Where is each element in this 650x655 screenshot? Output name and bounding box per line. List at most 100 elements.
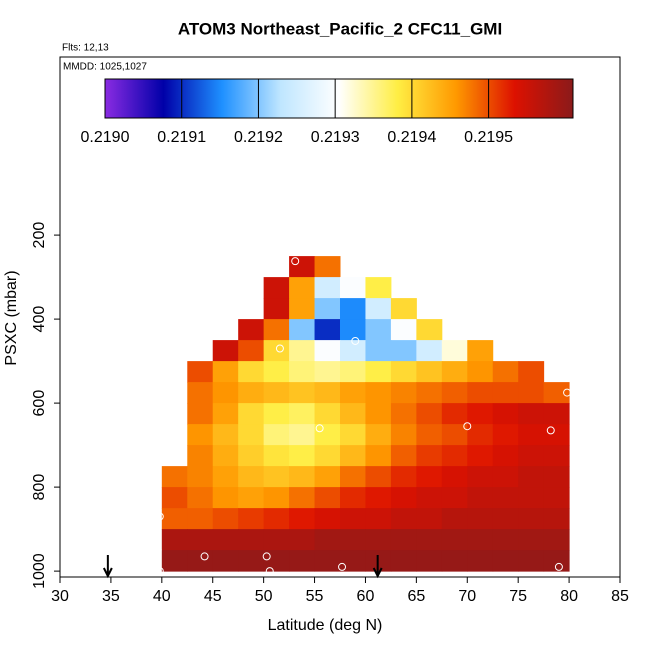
heat-cell <box>289 277 316 299</box>
heat-cell <box>314 508 341 530</box>
heat-cell <box>314 382 341 404</box>
heat-cell <box>467 466 494 488</box>
x-tick-label: 30 <box>51 588 69 605</box>
heat-cell <box>263 340 290 362</box>
annotation: MMDD: 1025,1027 <box>63 62 147 73</box>
heat-cell <box>289 298 316 320</box>
heat-cell <box>416 424 443 446</box>
heat-cell <box>518 550 545 572</box>
heat-cell <box>365 466 392 488</box>
colorbar-tick-label: 0.2191 <box>157 129 206 146</box>
colorbar-tick-label: 0.2192 <box>234 129 283 146</box>
heat-cell <box>340 466 366 488</box>
heat-cell <box>340 340 366 362</box>
heat-cell <box>543 466 570 488</box>
x-tick-label: 65 <box>407 588 425 605</box>
heat-cell <box>441 424 468 446</box>
heat-cell <box>212 424 239 446</box>
plot-frame <box>59 56 621 578</box>
heat-cell <box>441 403 468 425</box>
heat-cell <box>187 382 214 404</box>
sample-point <box>338 562 347 571</box>
heat-cell <box>416 340 443 362</box>
heat-cell <box>390 319 417 341</box>
heat-cell <box>543 424 570 446</box>
heat-cell <box>314 403 341 425</box>
heat-cell <box>441 445 468 467</box>
heat-cell <box>238 529 265 551</box>
sample-point <box>554 562 563 571</box>
sample-point <box>291 257 300 266</box>
heat-cell <box>263 529 290 551</box>
heat-cell <box>467 508 494 530</box>
x-tick-label: 60 <box>357 588 375 605</box>
heat-cell <box>467 403 494 425</box>
heat-cell <box>492 529 519 551</box>
heat-cell <box>340 529 366 551</box>
sample-point <box>275 344 284 353</box>
heat-cell <box>314 319 341 341</box>
heat-cell <box>390 445 417 467</box>
heat-cell <box>365 445 392 467</box>
x-tick-label: 85 <box>611 588 629 605</box>
heat-cell <box>187 424 214 446</box>
heat-cell <box>492 508 519 530</box>
heat-cell <box>416 487 443 509</box>
heat-cell <box>187 529 214 551</box>
heat-cell <box>492 466 519 488</box>
heat-cell <box>365 529 392 551</box>
heat-cell <box>263 487 290 509</box>
heat-cell <box>441 361 468 383</box>
heat-cell <box>416 508 443 530</box>
heat-cell <box>314 487 341 509</box>
heat-cell <box>263 382 290 404</box>
heat-cell <box>390 466 417 488</box>
heat-cell <box>492 382 519 404</box>
heat-cell <box>212 508 239 530</box>
heat-cell <box>467 445 494 467</box>
x-tick-label: 80 <box>560 588 578 605</box>
heat-cell <box>543 403 570 425</box>
heat-cell <box>238 466 265 488</box>
heat-cell <box>518 445 545 467</box>
y-tick-label: 200 <box>31 222 48 249</box>
heat-cell <box>365 298 392 320</box>
heat-cell <box>340 424 366 446</box>
heat-cell <box>390 529 417 551</box>
heat-cell <box>263 298 290 320</box>
heat-cell <box>238 382 265 404</box>
heat-cell <box>314 361 341 383</box>
heat-cell <box>161 508 188 530</box>
heat-cell <box>340 445 366 467</box>
heat-cell <box>263 277 290 299</box>
heat-cell <box>289 319 316 341</box>
heat-cell <box>543 382 570 404</box>
heat-cell <box>314 298 341 320</box>
heat-cell <box>187 445 214 467</box>
x-tick-label: 70 <box>458 588 476 605</box>
heat-cell <box>212 487 239 509</box>
heat-cell <box>441 529 468 551</box>
sample-point <box>155 512 164 521</box>
heat-cell <box>289 445 316 467</box>
heat-cell <box>492 361 519 383</box>
heat-cell <box>441 550 468 572</box>
heat-cell <box>263 424 290 446</box>
heat-cell <box>187 403 214 425</box>
sample-point <box>155 567 164 576</box>
heat-cell <box>212 550 239 572</box>
heat-cell <box>467 361 494 383</box>
heat-cell <box>390 508 417 530</box>
sample-point <box>262 552 271 561</box>
heat-cell <box>467 340 494 362</box>
chart-title: ATOM3 Northeast_Pacific_2 CFC11_GMI <box>178 19 502 38</box>
heat-cell <box>187 466 214 488</box>
sample-point <box>351 336 360 345</box>
arrow <box>102 555 113 579</box>
x-tick-label: 40 <box>153 588 171 605</box>
heat-cell <box>212 361 239 383</box>
heat-cell <box>212 403 239 425</box>
heat-cell <box>518 424 545 446</box>
heat-cell <box>212 466 239 488</box>
sample-point <box>200 552 209 561</box>
